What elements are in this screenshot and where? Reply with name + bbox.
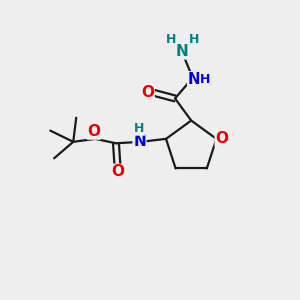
Text: O: O [215, 131, 228, 146]
Text: H: H [166, 33, 176, 46]
Text: O: O [141, 85, 154, 100]
Text: N: N [133, 134, 146, 149]
Text: H: H [200, 73, 210, 86]
Text: O: O [87, 124, 101, 139]
Text: H: H [134, 122, 145, 135]
Text: O: O [111, 164, 124, 179]
Text: H: H [188, 33, 199, 46]
Text: N: N [188, 72, 200, 87]
Text: N: N [176, 44, 189, 59]
